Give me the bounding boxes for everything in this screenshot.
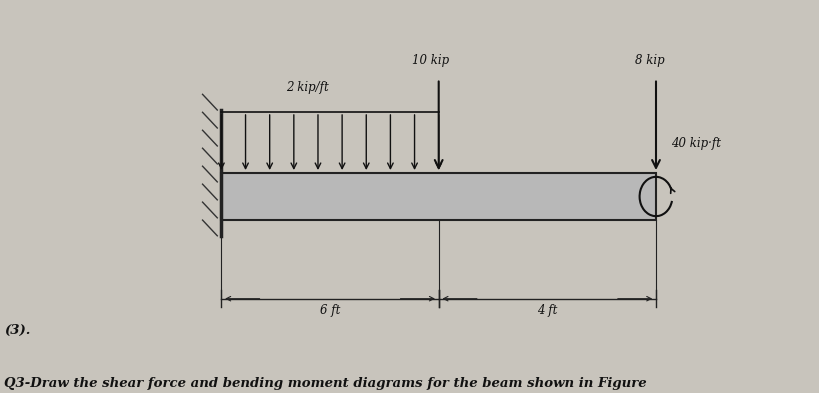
- Text: 40 kip·ft: 40 kip·ft: [670, 137, 720, 150]
- Text: 2 kip/ft: 2 kip/ft: [286, 81, 328, 94]
- Text: Q3-Draw the shear force and bending moment diagrams for the beam shown in Figure: Q3-Draw the shear force and bending mome…: [4, 377, 646, 390]
- Text: (3).: (3).: [4, 324, 30, 337]
- Text: 4 ft: 4 ft: [536, 304, 557, 317]
- Bar: [221, 173, 655, 220]
- Text: 10 kip: 10 kip: [411, 54, 449, 67]
- Text: 6 ft: 6 ft: [319, 304, 340, 317]
- Text: 8 kip: 8 kip: [635, 54, 664, 67]
